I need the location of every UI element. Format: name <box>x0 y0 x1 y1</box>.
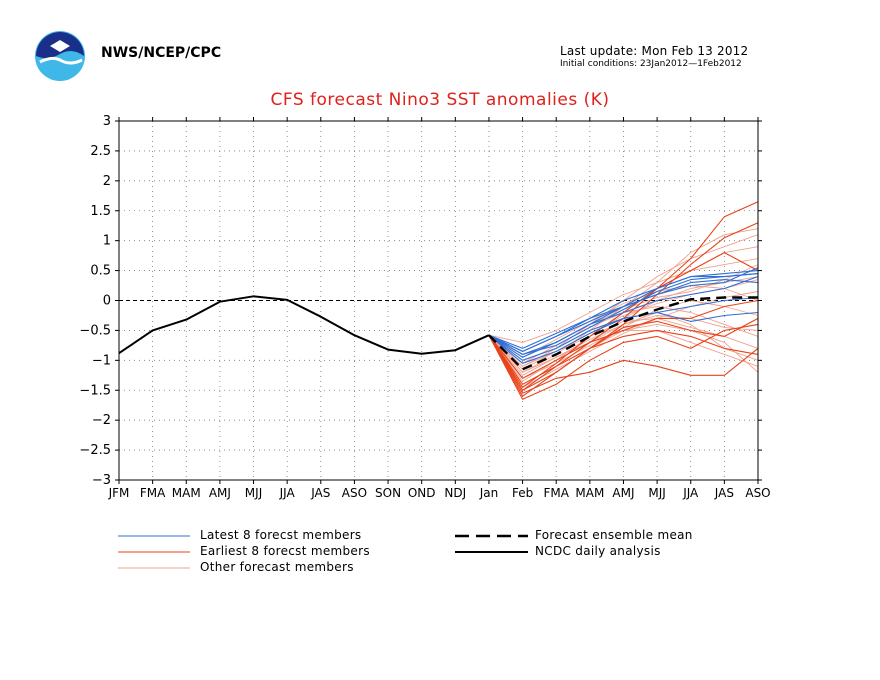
other-member-line <box>488 291 759 388</box>
x-tick-label: JJA <box>279 486 296 500</box>
x-tick-label: JAS <box>714 486 734 500</box>
legend-earliest-label: Earliest 8 forecst members <box>200 544 370 558</box>
x-tick-label: MAM <box>575 486 604 500</box>
latest-member-line <box>488 267 759 352</box>
y-tick-label: 2.5 <box>90 144 111 159</box>
y-tick-label: 3 <box>103 114 111 129</box>
y-tick-label: 1 <box>103 234 111 249</box>
x-tick-label: Jan <box>479 486 499 500</box>
x-tick-label: FMA <box>543 486 569 500</box>
earliest-member-line <box>488 317 759 391</box>
y-tick-label: −2.5 <box>79 443 111 458</box>
y-tick-label: 1.5 <box>90 204 111 219</box>
chart-title: CFS forecast Nino3 SST anomalies (K) <box>270 90 610 110</box>
x-tick-label: MAM <box>172 486 201 500</box>
legend-analysis-label: NCDC daily analysis <box>535 544 661 558</box>
x-tick-label: Feb <box>512 486 533 500</box>
earliest-member-line <box>488 299 759 379</box>
x-tick-label: JJA <box>682 486 699 500</box>
y-tick-label: −0.5 <box>79 323 111 338</box>
noaa-logo-icon <box>35 31 85 81</box>
agency-label: NWS/NCEP/CPC <box>101 45 222 61</box>
x-tick-label: MJJ <box>245 486 262 500</box>
plot-frame <box>118 120 759 481</box>
x-tick-label: FMA <box>140 486 166 500</box>
earliest-member-line <box>488 329 759 385</box>
earliest-member-line <box>488 334 759 394</box>
latest-member-line <box>488 273 759 355</box>
latest-member-line <box>488 311 759 364</box>
legend-mean-label: Forecast ensemble mean <box>535 528 693 542</box>
other-member-line <box>488 329 759 382</box>
initial-conditions-label: Initial conditions: 23Jan2012—1Feb2012 <box>560 59 742 69</box>
x-tick-label: JAS <box>310 486 330 500</box>
legend-latest-label: Latest 8 forecst members <box>200 528 362 542</box>
x-tick-label: OND <box>408 486 436 500</box>
analysis-line <box>118 295 490 355</box>
x-tick-label: NDJ <box>444 486 466 500</box>
x-tick-label: AMJ <box>612 486 634 500</box>
legend-other-label: Other forecast members <box>200 560 354 574</box>
x-tick-label: MJJ <box>648 486 665 500</box>
y-tick-label: 0.5 <box>90 264 111 279</box>
y-tick-label: −3 <box>92 473 111 488</box>
x-tick-label: JFM <box>108 486 130 500</box>
y-tick-label: 0 <box>103 294 111 309</box>
y-tick-label: −1 <box>92 353 111 368</box>
x-tick-label: ASO <box>342 486 367 500</box>
y-tick-label: −2 <box>92 413 111 428</box>
x-tick-label: SON <box>375 486 401 500</box>
x-tick-label: ASO <box>745 486 770 500</box>
other-member-line <box>488 258 759 343</box>
y-tick-label: 2 <box>103 174 111 189</box>
earliest-member-line <box>488 323 759 400</box>
last-update-label: Last update: Mon Feb 13 2012 <box>560 44 749 58</box>
x-tick-label: AMJ <box>209 486 231 500</box>
latest-member-line <box>488 276 759 358</box>
y-tick-label: −1.5 <box>79 383 111 398</box>
other-member-line <box>488 317 759 367</box>
